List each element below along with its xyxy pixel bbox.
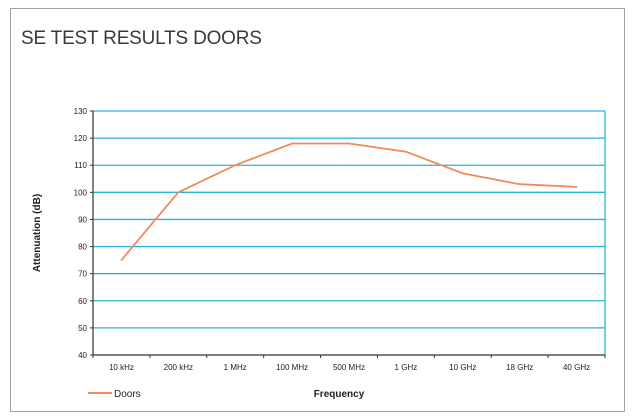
x-tick-label-1: 200 kHz (164, 363, 193, 372)
y-tick-label-130: 130 (74, 107, 88, 116)
x-tick-label-7: 18 GHz (506, 363, 533, 372)
data-point-8 (575, 186, 578, 188)
data-point-2 (234, 164, 237, 167)
data-point-4 (348, 142, 350, 145)
y-tick-label-100: 100 (74, 188, 88, 197)
series-lines (120, 142, 578, 262)
y-tick-labels: 40 50 60 70 80 90 100 110 120 130 (74, 107, 88, 360)
legend: Doors (88, 389, 141, 400)
y-tick-label-110: 110 (74, 161, 87, 170)
x-tick-label-4: 500 MHz (333, 363, 365, 372)
y-tick-label-50: 50 (78, 324, 87, 333)
x-tick-label-8: 40 GHz (563, 363, 590, 372)
axes (90, 110, 606, 358)
series-line-doors (120, 142, 577, 261)
y-tick-label-120: 120 (74, 134, 88, 143)
y-tick-label-40: 40 (78, 351, 87, 360)
page-title: SE TEST RESULTS DOORS (21, 28, 262, 49)
x-tick-label-0: 10 kHz (109, 363, 134, 372)
x-tick-label-2: 1 MHz (224, 363, 247, 372)
data-point-1 (177, 191, 180, 194)
y-tick-label-60: 60 (78, 297, 87, 306)
y-tick-label-80: 80 (78, 243, 87, 252)
legend-label-doors: Doors (114, 389, 141, 400)
x-axis-title: Frequency (314, 389, 365, 400)
data-point-0 (120, 259, 123, 262)
data-point-5 (404, 150, 407, 153)
y-axis-title: Attenuation (dB) (32, 194, 43, 272)
data-point-6 (461, 172, 464, 175)
x-tick-label-5: 1 GHz (395, 363, 418, 372)
grid-lines (93, 110, 606, 355)
x-tick-label-6: 10 GHz (449, 363, 476, 372)
y-tick-label-70: 70 (78, 270, 87, 279)
y-tick-label-90: 90 (78, 215, 87, 224)
x-tick-labels: 10 kHz 200 kHz 1 MHz 100 MHz 500 MHz 1 GHz 10 … (109, 363, 590, 372)
x-tick-label-3: 100 MHz (276, 363, 308, 372)
chart-panel (10, 8, 625, 412)
data-point-3 (291, 142, 294, 145)
data-point-7 (518, 183, 521, 186)
